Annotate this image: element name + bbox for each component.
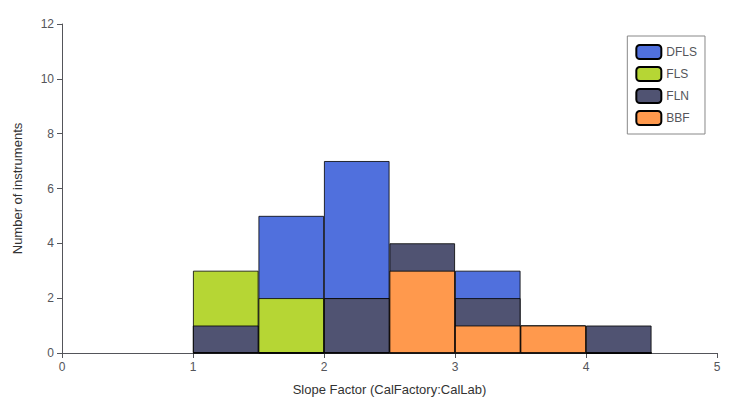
svg-text:DFLS: DFLS bbox=[666, 45, 697, 59]
svg-text:6: 6 bbox=[47, 182, 54, 196]
svg-text:FLS: FLS bbox=[666, 67, 688, 81]
svg-text:0: 0 bbox=[59, 360, 66, 374]
svg-text:10: 10 bbox=[41, 72, 55, 86]
svg-text:12: 12 bbox=[41, 17, 55, 31]
svg-text:2: 2 bbox=[321, 360, 328, 374]
svg-text:2: 2 bbox=[47, 291, 54, 305]
svg-text:Number of instruments: Number of instruments bbox=[10, 122, 25, 254]
svg-text:Slope Factor (CalFactory:CalLa: Slope Factor (CalFactory:CalLab) bbox=[293, 382, 487, 397]
svg-text:FLN: FLN bbox=[666, 89, 689, 103]
svg-text:1: 1 bbox=[190, 360, 197, 374]
svg-text:4: 4 bbox=[47, 236, 54, 250]
svg-text:0: 0 bbox=[47, 346, 54, 360]
svg-text:4: 4 bbox=[583, 360, 590, 374]
svg-text:BBF: BBF bbox=[666, 111, 689, 125]
svg-text:3: 3 bbox=[452, 360, 459, 374]
svg-text:8: 8 bbox=[47, 127, 54, 141]
svg-text:5: 5 bbox=[714, 360, 721, 374]
